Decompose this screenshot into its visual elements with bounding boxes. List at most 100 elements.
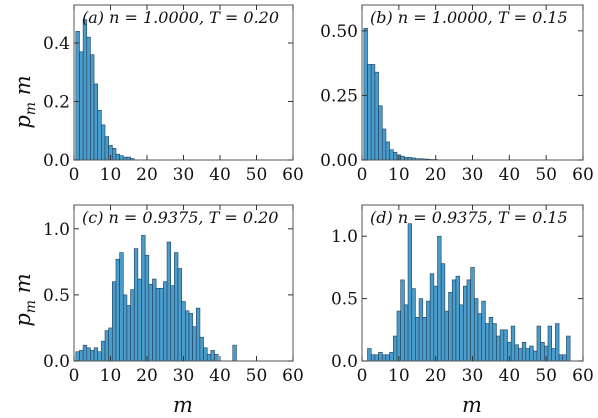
y-tick-label-b-2: 0.50 [320,22,358,42]
bar-b-0 [363,27,368,161]
bar-d-20 [437,235,442,362]
bar-d-24 [451,279,457,362]
bar-c-3 [86,347,91,362]
bar-d-45 [529,345,534,362]
y-tick-label-d-0: 0.0 [331,352,358,372]
y-tick-label-c-0: 0.0 [43,352,70,372]
x-tick-label-d-0: 0 [357,366,368,386]
bar-d-16 [422,317,427,362]
x-axis-label-left: m [173,393,193,417]
bar-d-43 [521,341,527,362]
bar-c-43 [232,344,237,362]
bar-d-8 [393,335,398,362]
bar-c-38 [214,354,219,362]
bar-b-8 [393,151,398,161]
bar-d-31 [477,313,483,362]
x-tick-label-a-20: 20 [136,165,158,185]
bar-c-11 [115,258,120,362]
x-tick-label-b-60: 60 [572,165,594,185]
bar-c-10 [112,281,117,362]
x-tick-label-d-40: 40 [499,366,521,386]
bar-b-7 [389,149,394,161]
x-tick-label-b-10: 10 [388,165,410,185]
bar-d-55 [566,335,571,362]
bar-c-18 [141,235,146,362]
x-tick-label-a-50: 50 [246,165,268,185]
bar-d-27 [462,285,468,362]
bar-d-14 [415,317,420,362]
bar-c-20 [148,284,153,362]
bar-d-51 [551,348,556,362]
x-tick-label-b-30: 30 [462,165,484,185]
y-tick-label-c-1: 0.5 [43,286,70,306]
bar-d-54 [562,354,567,362]
bar-d-17 [426,300,431,362]
bar-d-7 [389,351,394,362]
y-tick-label-a-0: 0.0 [43,151,70,171]
bar-a-8 [104,136,109,161]
bar-c-13 [122,294,128,362]
bar-d-32 [481,300,486,362]
bar-c-17 [137,278,142,362]
bar-c-32 [192,326,197,362]
bar-d-53 [558,354,564,362]
x-tick-label-a-60: 60 [282,165,304,185]
panel-label-a: (a) n = 1.0000, T = 0.20 [82,8,279,27]
bar-d-5 [381,354,387,362]
bar-c-28 [177,268,182,362]
bar-d-28 [466,279,471,362]
x-tick-label-b-0: 0 [357,165,368,185]
panel-label-c: (c) n = 0.9375, T = 0.20 [82,208,278,227]
bar-c-31 [188,313,193,362]
y-tick-label-b-1: 0.25 [320,86,358,106]
x-tick-label-c-0: 0 [69,366,80,386]
x-tick-label-b-20: 20 [425,165,447,185]
plot-frame-b [361,4,584,161]
bar-b-3 [374,71,379,161]
y-tick-label-a-1: 0.2 [43,93,70,113]
x-tick-label-d-50: 50 [535,366,557,386]
bar-a-2 [82,19,88,161]
bar-d-52 [555,323,560,362]
bar-a-12 [119,155,124,161]
bar-c-22 [155,287,161,362]
bar-c-29 [181,301,186,362]
bar-d-13 [411,288,416,362]
x-tick-label-d-10: 10 [388,366,410,386]
x-tick-label-b-40: 40 [499,165,521,185]
panel-d: 0 10 20 30 40 50 60 0.0 0.5 1.0 (d) n = 0.9375, T … [331,204,594,386]
bar-c-27 [174,252,179,362]
bar-d-38 [503,329,508,362]
bar-c-36 [206,354,212,362]
bar-d-29 [470,267,475,362]
bar-a-4 [90,54,95,161]
x-tick-label-a-40: 40 [209,165,231,185]
bar-a-5 [93,83,99,161]
bar-d-34 [488,317,494,362]
x-tick-label-a-10: 10 [100,165,122,185]
bar-d-12 [407,223,413,362]
bar-a-3 [86,36,91,161]
bar-d-18 [429,273,435,362]
x-tick-label-b-50: 50 [535,165,557,185]
bar-a-1 [79,51,84,161]
bar-d-50 [547,325,552,362]
x-tick-label-a-0: 0 [69,165,80,185]
bar-d-11 [404,304,409,362]
bar-d-41 [514,344,519,362]
bar-d-19 [433,285,438,362]
bar-a-0 [75,31,80,161]
bar-c-26 [170,285,175,362]
bar-d-15 [418,298,424,362]
x-tick-label-c-30: 30 [173,366,195,386]
bar-b-10 [400,155,405,161]
bar-d-35 [492,323,497,362]
bar-d-47 [536,325,541,362]
bar-d-37 [499,329,505,362]
bar-a-10 [112,148,117,161]
bar-c-24 [163,281,168,362]
bar-d-21 [440,263,446,362]
bar-c-19 [144,254,150,362]
bar-d-3 [374,354,379,362]
bar-b-2 [370,64,376,161]
